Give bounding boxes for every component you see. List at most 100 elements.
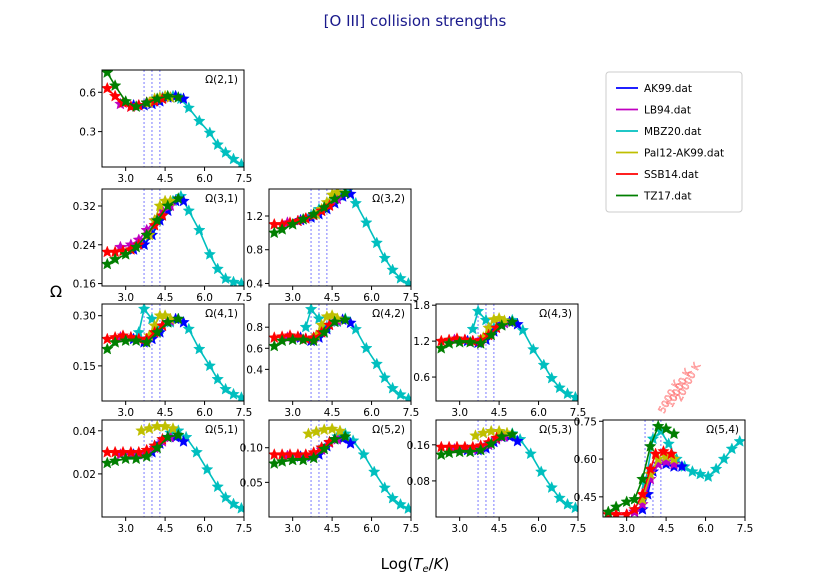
legend-box <box>605 71 743 213</box>
data-point-ssb14 <box>628 502 641 515</box>
x-tick-label: 4.5 <box>491 523 508 535</box>
data-point-ssb14 <box>102 81 114 94</box>
data-point-mbz20 <box>561 387 574 400</box>
data-point-mbz20 <box>145 312 159 325</box>
data-point-tz17 <box>140 335 153 348</box>
data-point-mbz20 <box>378 251 391 264</box>
subplot-frame <box>101 69 245 168</box>
data-point-ak99 <box>177 435 190 447</box>
data-point-mbz20 <box>203 126 216 139</box>
data-point-tz17 <box>436 341 448 354</box>
x-tick-label: 4.5 <box>324 407 341 419</box>
subplot-2: 3.0 4.5 6.0 7.5 0.16 0.24 0.32 Ω(3,1) <box>73 188 252 304</box>
subplot-label: Ω(5,4) <box>706 424 739 436</box>
data-point-mbz20 <box>219 382 232 395</box>
data-point-mbz20 <box>219 146 232 158</box>
figure-title: [O III] collision strengths <box>324 12 507 30</box>
data-point-tz17 <box>286 453 299 466</box>
data-point-tz17 <box>275 455 289 467</box>
data-point-mbz20 <box>349 322 363 335</box>
x-tick-label: 7.5 <box>236 173 253 185</box>
data-point-tz17 <box>161 430 174 443</box>
x-tick-label: 6.0 <box>363 523 380 535</box>
legend-entry-label: TZ17.dat <box>643 191 692 203</box>
y-tick-label: 0.15 <box>73 361 96 373</box>
subplot-label: Ω(3,1) <box>205 193 238 205</box>
data-point-tz17 <box>453 445 466 458</box>
x-tick-label: 6.0 <box>363 292 380 304</box>
data-point-mbz20 <box>227 152 240 165</box>
data-point-mbz20 <box>471 304 485 317</box>
data-point-mbz20 <box>402 392 411 401</box>
data-point-tz17 <box>495 319 508 331</box>
data-point-ak99 <box>675 460 689 472</box>
data-point-mbz20 <box>394 271 407 284</box>
x-axis-label: Log(Te/K) <box>381 555 450 575</box>
y-tick-label: 0.45 <box>574 492 597 504</box>
x-tick-label: 3.0 <box>117 173 134 185</box>
data-point-mbz20 <box>211 138 224 151</box>
data-point-tz17 <box>474 443 487 456</box>
data-point-mbz20 <box>227 387 240 400</box>
data-point-tz17 <box>151 325 164 338</box>
subplot-background <box>269 189 411 286</box>
data-point-tz17 <box>172 192 185 205</box>
data-point-tz17 <box>644 439 657 452</box>
x-tick-label: 3.0 <box>117 523 134 535</box>
data-point-mbz20 <box>360 216 373 229</box>
x-tick-label: 6.0 <box>530 523 547 535</box>
data-point-tz17 <box>130 100 143 113</box>
data-point-tz17 <box>317 201 331 213</box>
subplot-frame <box>268 303 412 402</box>
data-point-tz17 <box>172 428 185 441</box>
x-axis-label-slash: / <box>429 555 435 573</box>
data-point-mbz20 <box>717 452 731 465</box>
data-point-tz17 <box>603 505 615 517</box>
legend-entry-label: SSB14.dat <box>644 169 698 181</box>
legend-entry-label: Pal12-AK99.dat <box>644 148 724 160</box>
data-point-mbz20 <box>386 381 399 394</box>
data-point-mbz20 <box>368 465 381 478</box>
data-point-tz17 <box>317 442 331 455</box>
data-point-mbz20 <box>466 322 479 335</box>
x-tick-label: 7.5 <box>570 523 587 535</box>
data-point-mbz20 <box>545 481 558 493</box>
y-tick-label: 0.8 <box>246 245 263 257</box>
data-point-mbz20 <box>190 445 203 458</box>
data-point-mbz20 <box>702 470 715 482</box>
subplot-frame <box>101 303 245 402</box>
x-tick-label: 6.0 <box>196 407 213 419</box>
x-tick-label: 3.0 <box>117 407 134 419</box>
subplot-plot-area <box>269 420 411 517</box>
x-tick-label: 4.5 <box>157 407 174 419</box>
x-axis-label-subscript: e <box>422 564 428 575</box>
data-point-mbz20 <box>402 276 411 286</box>
y-tick-label: 0.60 <box>574 454 597 466</box>
x-axis-label-unit: K <box>434 555 445 573</box>
y-tick-label: 0.24 <box>73 240 97 252</box>
data-point-tz17 <box>108 79 122 92</box>
y-tick-label: 1.2 <box>413 336 430 348</box>
data-point-tz17 <box>609 500 623 513</box>
subplot-9: 3.0 4.5 6.0 7.5 0.08 0.16 Ω(5,3) <box>407 419 587 535</box>
panel-grid: 3.0 4.5 6.0 7.5 0.3 0.6 Ω(2,1) 3.0 4.5 6.0 7.5 0.16… <box>73 69 753 535</box>
data-point-tz17 <box>119 94 132 107</box>
data-point-ssb14 <box>649 447 662 460</box>
subplot-frame <box>101 188 245 287</box>
data-point-mbz20 <box>524 447 537 460</box>
y-tick-label: 0.02 <box>73 469 96 481</box>
data-point-tz17 <box>328 315 341 328</box>
x-tick-label: 6.0 <box>196 292 213 304</box>
data-point-mbz20 <box>394 388 407 400</box>
data-point-pal12-ak99 <box>143 422 156 434</box>
data-point-mbz20 <box>545 371 558 384</box>
data-point-tz17 <box>442 446 456 459</box>
subplot-plot-area <box>102 189 244 286</box>
data-point-tz17 <box>275 222 289 235</box>
data-point-tz17 <box>297 453 310 466</box>
x-tick-label: 4.5 <box>157 292 174 304</box>
x-tick-label: 3.0 <box>284 407 301 419</box>
